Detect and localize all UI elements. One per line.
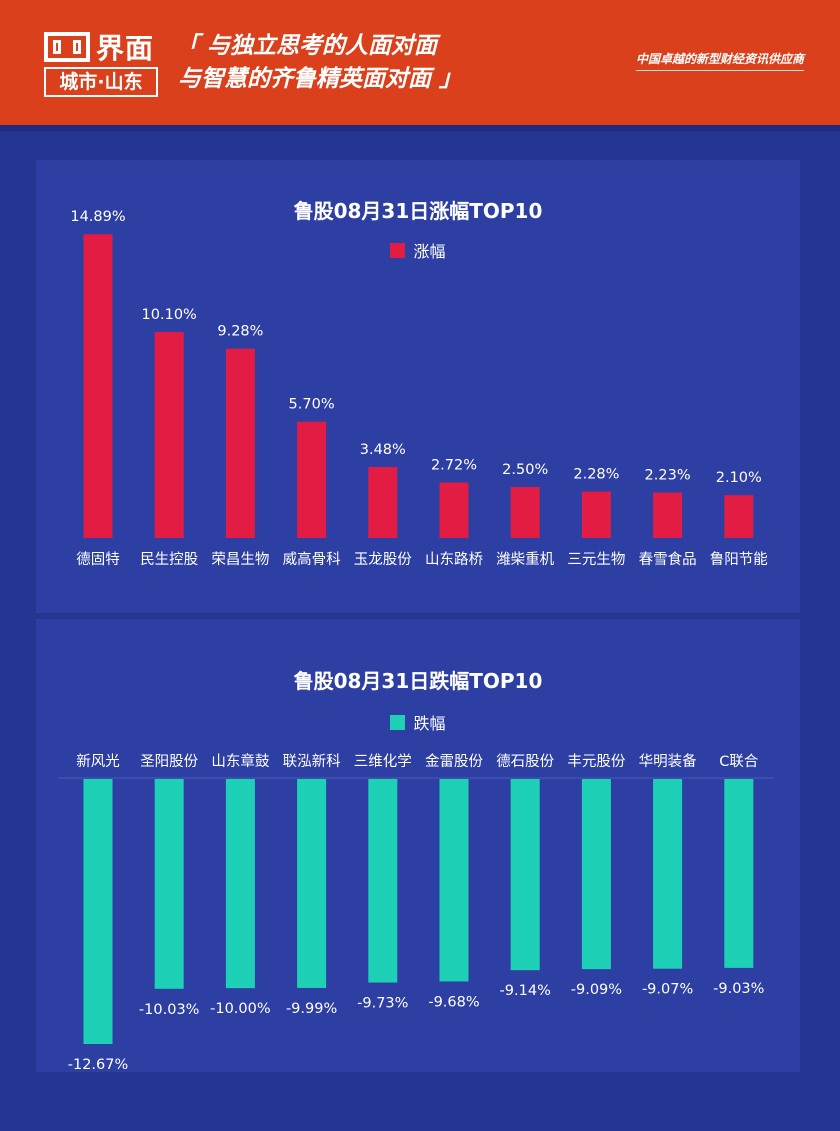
gainer-category-label: 春雪食品: [639, 551, 697, 568]
gainer-bar: [510, 487, 540, 538]
gainer-value-label: 2.72%: [431, 458, 477, 474]
gainer-bar: [83, 234, 113, 538]
gainer-bar: [439, 482, 469, 538]
gainer-value-label: 10.10%: [142, 307, 197, 323]
gainer-bar: [368, 467, 398, 538]
loser-bar: [653, 779, 683, 969]
gainer-value-label: 2.10%: [716, 470, 762, 486]
loser-bar: [724, 779, 754, 968]
loser-bar: [154, 779, 184, 989]
gainer-bar: [297, 421, 327, 538]
gainer-value-label: 5.70%: [289, 397, 335, 413]
gainers-chart-title: 鲁股08月31日涨幅TOP10: [293, 199, 543, 223]
loser-category-label: 华明装备: [639, 753, 697, 770]
gainer-value-label: 2.28%: [573, 466, 619, 482]
loser-value-label: -12.67%: [68, 1057, 129, 1072]
gainer-category-label: 威高骨科: [283, 551, 341, 568]
gainers-legend: 涨幅: [36, 238, 800, 262]
gainer-category-label: 德固特: [76, 551, 120, 568]
losers-legend: 跌幅: [36, 710, 800, 734]
gainer-value-label: 14.89%: [70, 209, 125, 225]
gainer-category-label: 三元生物: [567, 551, 625, 568]
gainer-bar: [581, 491, 611, 538]
gainer-bar: [225, 348, 255, 538]
loser-bar: [439, 779, 469, 982]
loser-category-label: 新风光: [76, 753, 120, 770]
losers-legend-swatch: [390, 714, 406, 730]
gainers-chart: 14.89% 德固特 10.10% 民生控股 9.28% 荣昌生物 5.70% 威高骨科 3.4…: [70, 209, 768, 568]
gainer-value-label: 3.48%: [360, 442, 406, 458]
loser-bar: [368, 779, 398, 983]
slogan-line-1: 「 与独立思考的人面对面: [176, 33, 438, 59]
loser-value-label: -10.03%: [139, 1002, 200, 1018]
loser-category-label: 圣阳股份: [140, 753, 198, 770]
losers-chart-panel: 鲁股08月31日跌幅TOP10 跌幅 -12.67% 新风光 -10.03% 圣阳股份…: [36, 619, 800, 1072]
gainers-legend-swatch: [390, 242, 406, 258]
losers-legend-label: 跌幅: [413, 714, 446, 733]
tagline: 中国卓越的新型财经资讯供应商: [635, 50, 804, 71]
gainer-category-label: 山东路桥: [425, 551, 483, 568]
logo-subtitle: 城市·山东: [44, 67, 158, 97]
loser-value-label: -10.00%: [210, 1001, 271, 1017]
gainers-chart-panel: 鲁股08月31日涨幅TOP10 涨幅 14.89% 德固特 10.10% 民生控股 9.…: [36, 160, 800, 613]
slogan-line-2: 与智慧的齐鲁精英面对面 」: [178, 66, 463, 92]
loser-value-label: -9.14%: [500, 983, 551, 999]
loser-value-label: -9.03%: [713, 981, 764, 997]
gainer-category-label: 潍柴重机: [496, 551, 554, 568]
loser-category-label: C联合: [719, 753, 759, 770]
loser-bar: [581, 779, 611, 970]
loser-value-label: -9.73%: [357, 996, 408, 1012]
gainer-bar: [154, 331, 184, 538]
loser-category-label: 三维化学: [354, 753, 412, 770]
loser-value-label: -9.68%: [428, 994, 479, 1010]
loser-bar: [83, 779, 113, 1044]
gainer-category-label: 民生控股: [140, 551, 198, 568]
gainer-value-label: 9.28%: [217, 324, 263, 340]
gainer-bar: [653, 492, 683, 538]
loser-category-label: 德石股份: [496, 753, 554, 770]
header-banner: 界面 城市·山东 「 与独立思考的人面对面 与智慧的齐鲁精英面对面 」 中国卓越…: [0, 0, 840, 125]
loser-bar: [225, 779, 255, 989]
logo-text: 界面: [96, 32, 155, 65]
loser-category-label: 山东章鼓: [211, 752, 269, 770]
gainers-legend-label: 涨幅: [413, 242, 446, 261]
logo-icon: [44, 32, 90, 62]
gainer-category-label: 鲁阳节能: [710, 551, 768, 568]
brand-logo: 界面: [44, 30, 155, 65]
loser-category-label: 丰元股份: [567, 753, 625, 770]
loser-bar: [297, 779, 327, 988]
gainer-value-label: 2.23%: [645, 468, 691, 484]
gainer-value-label: 2.50%: [502, 462, 548, 478]
loser-value-label: -9.07%: [642, 982, 693, 998]
slogan: 「 与独立思考的人面对面 与智慧的齐鲁精英面对面 」: [176, 30, 462, 96]
header-divider: [0, 125, 840, 131]
loser-bar: [510, 779, 540, 971]
losers-chart: -12.67% 新风光 -10.03% 圣阳股份 -10.00% 山东章鼓 -9.99% 联泓…: [58, 752, 774, 1072]
gainer-category-label: 玉龙股份: [354, 551, 412, 568]
loser-category-label: 金雷股份: [425, 753, 483, 770]
gainer-category-label: 荣昌生物: [211, 551, 269, 568]
gainer-bar: [724, 495, 754, 538]
loser-value-label: -9.99%: [286, 1001, 337, 1017]
losers-chart-title: 鲁股08月31日跌幅TOP10: [293, 669, 543, 693]
loser-category-label: 联泓新科: [283, 753, 341, 770]
loser-value-label: -9.09%: [571, 982, 622, 998]
